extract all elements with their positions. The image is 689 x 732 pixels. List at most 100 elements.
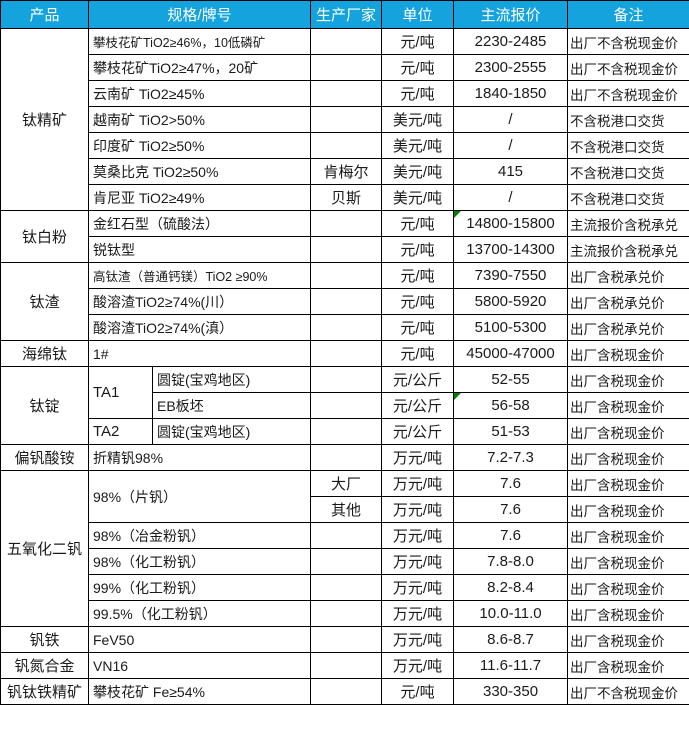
manufacturer-cell <box>310 548 383 575</box>
price-table: 产品 规格/牌号 生产厂家 单位 主流报价 备注 钛精矿 攀枝花矿TiO2≥46… <box>0 0 689 705</box>
note-cell: 出厂不含税现金价 <box>567 28 689 55</box>
manufacturer-cell: 肯梅尔 <box>310 158 383 185</box>
note-cell: 出厂含税现金价 <box>567 496 689 523</box>
spec-cell: 锐钛型 <box>87 236 312 263</box>
note-cell: 出厂含税现金价 <box>567 418 689 445</box>
price-cell: 7.6 <box>453 470 569 497</box>
manufacturer-cell <box>310 366 383 393</box>
table-row: 99%（化工粉钒） 万元/吨 8.2-8.4 出厂含税现金价 <box>1 574 689 601</box>
spec-cell: 攀枝花矿 Fe≥54% <box>87 678 312 705</box>
col-header-price: 主流报价 <box>453 0 569 29</box>
spec-cell: 云南矿 TiO2≥45% <box>87 80 312 107</box>
manufacturer-cell <box>310 80 383 107</box>
spec-cell: VN16 <box>87 652 312 679</box>
price-cell: 5800-5920 <box>453 288 569 315</box>
spec-cell: 98%（片钒） <box>87 470 312 523</box>
price-cell: 14800-15800 <box>453 210 569 237</box>
price-cell: 8.2-8.4 <box>453 574 569 601</box>
unit-cell: 元/吨 <box>381 262 455 289</box>
unit-cell: 元/吨 <box>381 54 455 81</box>
spec-cell: 酸溶渣TiO2≥74%(滇） <box>87 314 312 341</box>
note-cell: 出厂含税承兑价 <box>567 262 689 289</box>
table-row: 钒氮合金 VN16 万元/吨 11.6-11.7 出厂含税现金价 <box>0 652 689 679</box>
product-cell: 钛精矿 <box>0 28 89 211</box>
unit-cell: 元/公斤 <box>381 418 455 445</box>
table-row: 钛锭 TA1 圆锭(宝鸡地区) 元/公斤 52-55 出厂含税现金价 <box>0 366 689 445</box>
table-row: 五氧化二钒 98%（片钒） 大厂 万元/吨 7.6 出厂含税现金价 <box>0 470 689 627</box>
table-row: 锐钛型 元/吨 13700-14300 主流报价含税承兑 <box>1 236 689 263</box>
note-cell: 出厂含税现金价 <box>567 392 689 419</box>
product-cell: 偏钒酸铵 <box>0 444 89 471</box>
manufacturer-cell <box>310 132 383 159</box>
unit-cell: 元/吨 <box>381 210 455 237</box>
table-row: 攀枝花矿TiO2≥47%，20矿 元/吨 2300-2555 出厂不含税现金价 <box>1 54 689 81</box>
spec-cell: 98%（冶金粉钒） <box>87 522 312 549</box>
spec-cell: 攀枝花矿TiO2≥46%，10低磷矿 <box>87 28 312 55</box>
unit-cell: 元/公斤 <box>381 392 455 419</box>
note-cell: 出厂含税现金价 <box>567 444 689 471</box>
unit-cell: 万元/吨 <box>381 444 455 471</box>
product-cell: 钛锭 <box>0 366 89 445</box>
price-cell: 5100-5300 <box>453 314 569 341</box>
price-value: 56-58 <box>491 397 530 414</box>
product-cell: 海绵钛 <box>0 340 89 367</box>
unit-cell: 元/吨 <box>381 340 455 367</box>
table-row: 海绵钛 1# 元/吨 45000-47000 出厂含税现金价 <box>0 340 689 367</box>
spec-cell: FeV50 <box>87 626 312 653</box>
table-row: 99.5%（化工粉钒） 万元/吨 10.0-11.0 出厂含税现金价 <box>1 600 689 627</box>
price-cell: 11.6-11.7 <box>453 652 569 679</box>
note-cell: 出厂不含税现金价 <box>567 54 689 81</box>
note-cell: 出厂含税现金价 <box>567 340 689 367</box>
unit-cell: 元/吨 <box>381 80 455 107</box>
price-cell: 7.2-7.3 <box>453 444 569 471</box>
note-cell: 出厂不含税现金价 <box>567 80 689 107</box>
unit-cell: 万元/吨 <box>381 574 455 601</box>
note-cell: 出厂含税承兑价 <box>567 314 689 341</box>
comment-marker-icon <box>454 393 462 400</box>
table-row: 钛白粉 金红石型（硫酸法） 元/吨 14800-15800 主流报价含税承兑 <box>0 210 689 263</box>
price-cell: / <box>453 184 569 211</box>
spec-cell: 99%（化工粉钒） <box>87 574 312 601</box>
note-cell: 出厂含税现金价 <box>567 548 689 575</box>
header-row: 产品 规格/牌号 生产厂家 单位 主流报价 备注 <box>0 0 689 29</box>
price-cell: 2300-2555 <box>453 54 569 81</box>
price-cell: 7.6 <box>453 522 569 549</box>
manufacturer-cell <box>310 262 383 289</box>
product-cell: 钒钛铁精矿 <box>0 678 89 705</box>
spec-cell: 1# <box>87 340 312 367</box>
spec-cell: 金红石型（硫酸法） <box>87 210 312 237</box>
price-cell: 7.6 <box>453 496 569 523</box>
unit-cell: 美元/吨 <box>381 132 455 159</box>
col-header-spec: 规格/牌号 <box>87 0 312 29</box>
unit-cell: 万元/吨 <box>381 652 455 679</box>
spec-cell: 越南矿 TiO2>50% <box>87 106 312 133</box>
spec-cell: EB板坯 <box>151 392 312 419</box>
spec-cell: 圆锭(宝鸡地区) <box>151 366 312 393</box>
unit-cell: 美元/吨 <box>381 158 455 185</box>
spec-cell: 印度矿 TiO2≥50% <box>87 132 312 159</box>
note-cell: 主流报价含税承兑 <box>567 210 689 237</box>
price-cell: 52-55 <box>453 366 569 393</box>
spec-cell: 圆锭(宝鸡地区) <box>151 418 312 445</box>
product-cell: 钒氮合金 <box>0 652 89 679</box>
col-header-unit: 单位 <box>381 0 455 29</box>
table-row: 钛精矿 攀枝花矿TiO2≥46%，10低磷矿 元/吨 2230-2485 出厂不… <box>0 28 689 211</box>
price-cell: 2230-2485 <box>453 28 569 55</box>
note-cell: 出厂含税现金价 <box>567 626 689 653</box>
note-cell: 出厂含税现金价 <box>567 600 689 627</box>
table-row: 钒钛铁精矿 攀枝花矿 Fe≥54% 元/吨 330-350 出厂不含税现金价 <box>0 678 689 705</box>
price-cell: 7.8-8.0 <box>453 548 569 575</box>
unit-cell: 元/公斤 <box>381 366 455 393</box>
manufacturer-cell <box>310 652 383 679</box>
note-cell: 出厂含税现金价 <box>567 366 689 393</box>
manufacturer-cell <box>310 236 383 263</box>
price-value: 14800-15800 <box>466 215 555 232</box>
unit-cell: 美元/吨 <box>381 184 455 211</box>
spec-cell: 折精钒98% <box>87 444 312 471</box>
price-cell: 13700-14300 <box>453 236 569 263</box>
table-row: 钒铁 FeV50 万元/吨 8.6-8.7 出厂含税现金价 <box>0 626 689 653</box>
price-cell: 45000-47000 <box>453 340 569 367</box>
table-row: 其他 万元/吨 7.6 出厂含税现金价 <box>1 496 689 523</box>
table-row: 莫桑比克 TiO2≥50% 肯梅尔 美元/吨 415 不含税港口交货 <box>1 158 689 185</box>
manufacturer-cell <box>310 340 383 367</box>
